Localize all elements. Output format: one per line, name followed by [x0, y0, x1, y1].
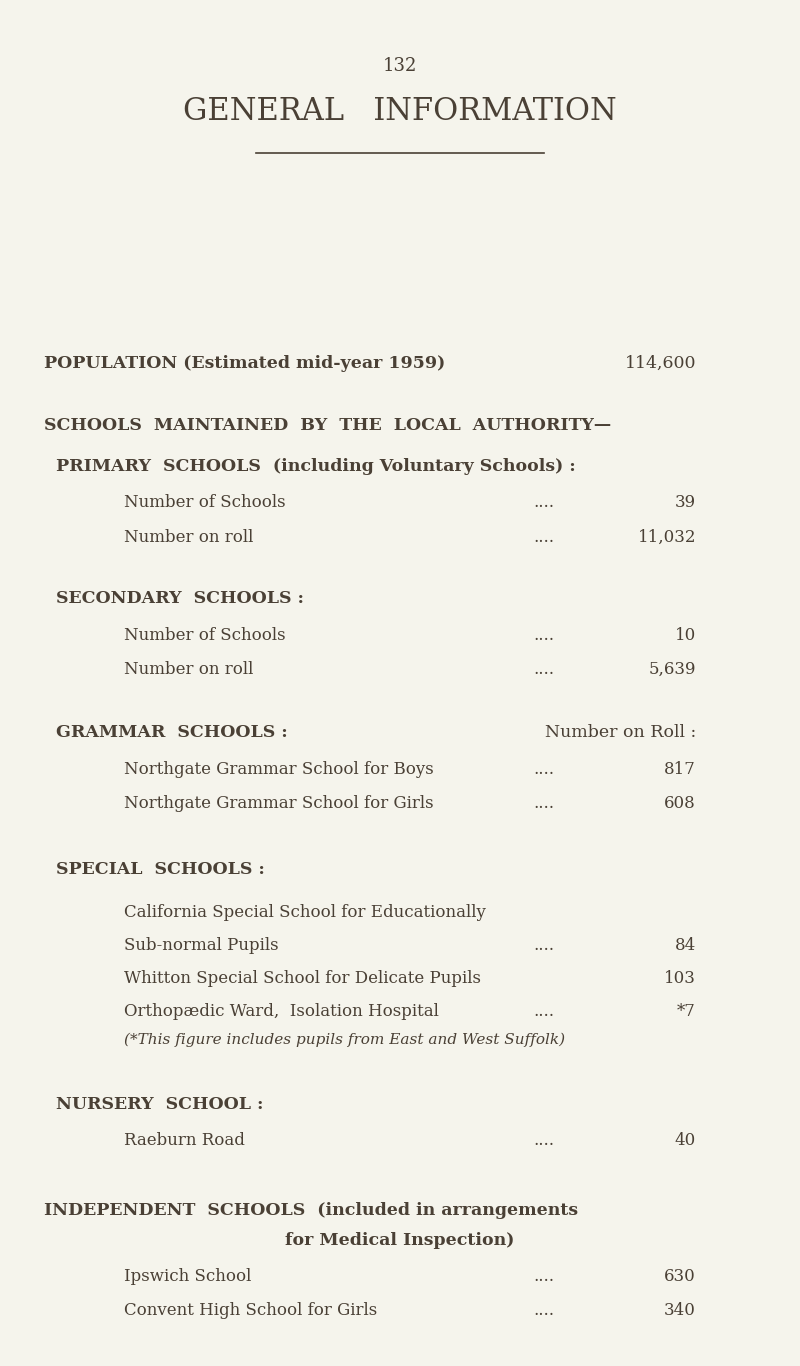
Text: Whitton Special School for Delicate Pupils: Whitton Special School for Delicate Pupi… — [124, 970, 481, 986]
Text: 630: 630 — [664, 1268, 696, 1284]
Text: Number on roll: Number on roll — [124, 529, 254, 545]
Text: GENERAL   INFORMATION: GENERAL INFORMATION — [183, 96, 617, 127]
Text: Sub-normal Pupils: Sub-normal Pupils — [124, 937, 278, 953]
Text: for Medical Inspection): for Medical Inspection) — [286, 1232, 514, 1249]
Text: ....: .... — [534, 761, 554, 777]
Text: PRIMARY  SCHOOLS  (including Voluntary Schools) :: PRIMARY SCHOOLS (including Voluntary Sch… — [56, 458, 576, 474]
Text: ....: .... — [534, 1003, 554, 1019]
Text: SECONDARY  SCHOOLS :: SECONDARY SCHOOLS : — [56, 590, 304, 607]
Text: ....: .... — [534, 1268, 554, 1284]
Text: ....: .... — [534, 937, 554, 953]
Text: Number of Schools: Number of Schools — [124, 627, 286, 643]
Text: Number on roll: Number on roll — [124, 661, 254, 678]
Text: 103: 103 — [664, 970, 696, 986]
Text: 132: 132 — [383, 57, 417, 75]
Text: 39: 39 — [675, 494, 696, 511]
Text: ....: .... — [534, 1132, 554, 1149]
Text: 11,032: 11,032 — [638, 529, 696, 545]
Text: *7: *7 — [677, 1003, 696, 1019]
Text: Number of Schools: Number of Schools — [124, 494, 286, 511]
Text: ....: .... — [534, 529, 554, 545]
Text: Raeburn Road: Raeburn Road — [124, 1132, 245, 1149]
Text: 10: 10 — [674, 627, 696, 643]
Text: INDEPENDENT  SCHOOLS  (included in arrangements: INDEPENDENT SCHOOLS (included in arrange… — [44, 1202, 578, 1218]
Text: NURSERY  SCHOOL :: NURSERY SCHOOL : — [56, 1096, 263, 1112]
Text: POPULATION (Estimated mid-year 1959): POPULATION (Estimated mid-year 1959) — [44, 355, 446, 372]
Text: ....: .... — [534, 1302, 554, 1318]
Text: 84: 84 — [674, 937, 696, 953]
Text: 340: 340 — [664, 1302, 696, 1318]
Text: (*This figure includes pupils from East and West Suffolk): (*This figure includes pupils from East … — [124, 1033, 565, 1048]
Text: Orthopædic Ward,  Isolation Hospital: Orthopædic Ward, Isolation Hospital — [124, 1003, 439, 1019]
Text: 817: 817 — [664, 761, 696, 777]
Text: Number on Roll :: Number on Roll : — [545, 724, 696, 740]
Text: ....: .... — [534, 627, 554, 643]
Text: Northgate Grammar School for Girls: Northgate Grammar School for Girls — [124, 795, 434, 811]
Text: ....: .... — [534, 795, 554, 811]
Text: Northgate Grammar School for Boys: Northgate Grammar School for Boys — [124, 761, 434, 777]
Text: ....: .... — [534, 661, 554, 678]
Text: Convent High School for Girls: Convent High School for Girls — [124, 1302, 378, 1318]
Text: California Special School for Educationally: California Special School for Educationa… — [124, 904, 486, 921]
Text: 608: 608 — [664, 795, 696, 811]
Text: SCHOOLS  MAINTAINED  BY  THE  LOCAL  AUTHORITY—: SCHOOLS MAINTAINED BY THE LOCAL AUTHORIT… — [44, 417, 611, 433]
Text: GRAMMAR  SCHOOLS :: GRAMMAR SCHOOLS : — [56, 724, 288, 740]
Text: SPECIAL  SCHOOLS :: SPECIAL SCHOOLS : — [56, 861, 265, 877]
Text: 5,639: 5,639 — [649, 661, 696, 678]
Text: ....: .... — [534, 494, 554, 511]
Text: Ipswich School: Ipswich School — [124, 1268, 251, 1284]
Text: 114,600: 114,600 — [625, 355, 696, 372]
Text: 40: 40 — [674, 1132, 696, 1149]
